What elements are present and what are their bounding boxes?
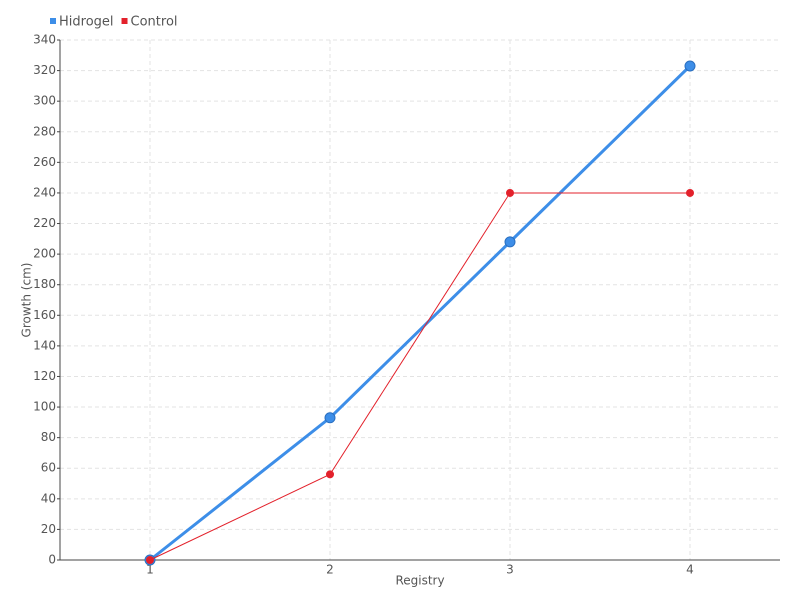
y-tick-label: 80 (41, 430, 56, 444)
legend-swatch (121, 18, 128, 24)
series-line (149, 64, 692, 562)
y-tick-label: 20 (41, 522, 56, 536)
point (326, 470, 334, 479)
x-tick-label: 3 (506, 563, 514, 577)
x-tick-label: 1 (146, 563, 154, 577)
point (146, 556, 154, 564)
point (324, 412, 336, 424)
legend-swatch (50, 18, 56, 24)
y-tick-label: 300 (33, 94, 56, 108)
y-tick-label: 140 (33, 338, 56, 352)
legend-label: Control (131, 15, 178, 30)
y-tick-label: 280 (33, 124, 56, 138)
y-tick-label: 200 (33, 247, 56, 261)
y-tick-label: 220 (33, 216, 56, 230)
x-tick-label: 4 (686, 563, 694, 577)
x-axis-label: Registry (395, 574, 444, 588)
y-tick-label: 160 (33, 308, 56, 322)
x-tick-label: 2 (326, 563, 334, 577)
series-line (149, 192, 690, 561)
point (686, 188, 694, 197)
y-tick-label: 60 (41, 461, 56, 475)
y-tick-label: 40 (41, 491, 56, 505)
y-axis-label: Growth (cm) (20, 263, 34, 338)
y-tick-label: 340 (33, 33, 56, 47)
legend-label: Hidrogel (59, 15, 114, 30)
y-tick-label: 180 (33, 277, 56, 291)
y-tick-label: 0 (48, 553, 56, 567)
y-tick-label: 260 (33, 155, 56, 169)
point (506, 188, 514, 197)
y-tick-label: 120 (33, 369, 56, 383)
point (504, 236, 516, 248)
point (684, 60, 696, 72)
y-tick-label: 240 (33, 185, 56, 199)
y-tick-label: 320 (33, 63, 56, 77)
y-tick-label: 100 (33, 400, 56, 414)
